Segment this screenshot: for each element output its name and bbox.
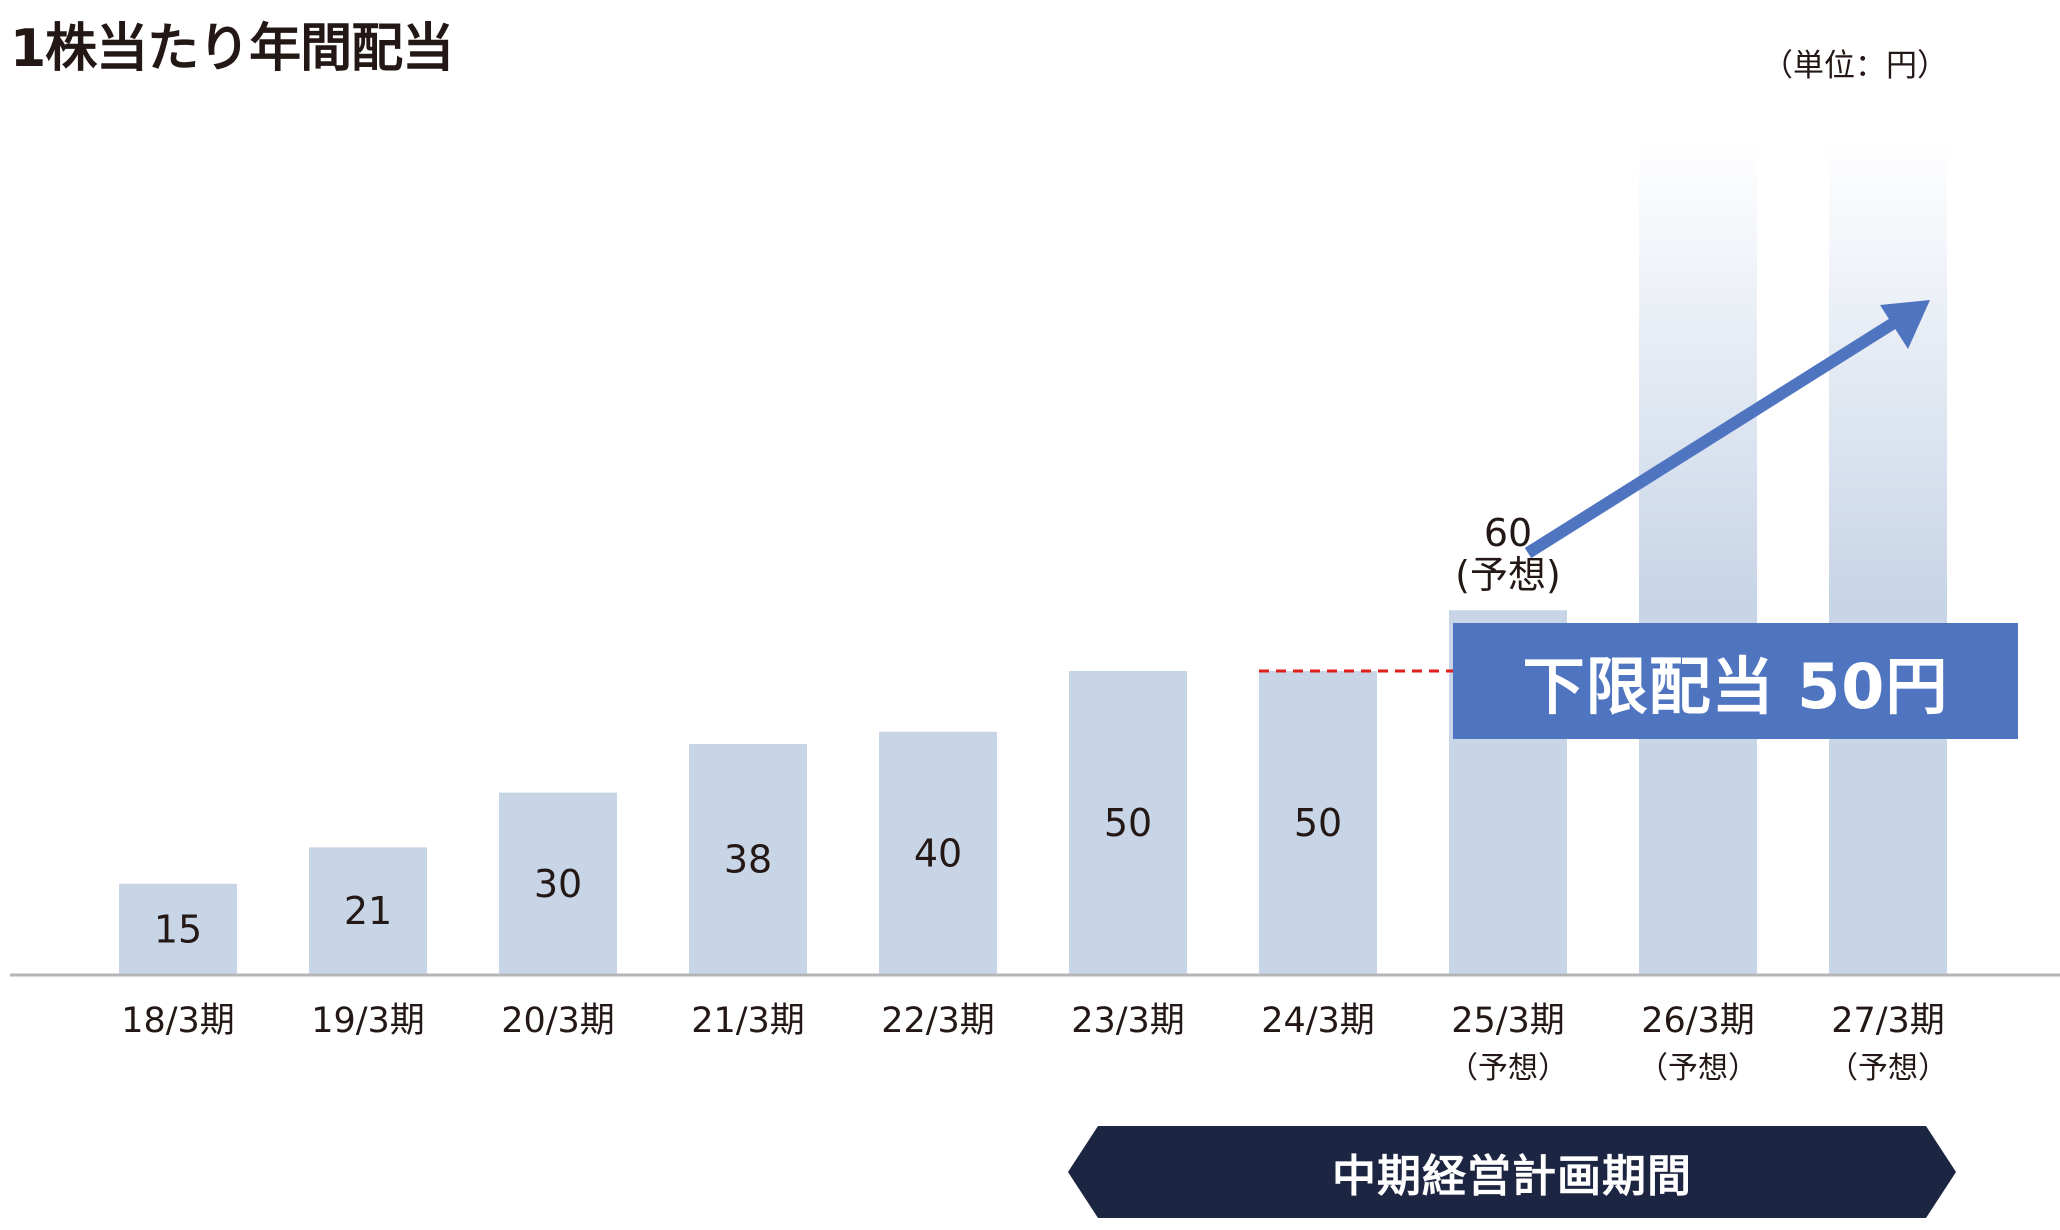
x-tick-label: 21/3期 [691, 1001, 805, 1041]
bar [1259, 671, 1377, 975]
x-tick-label: 20/3期 [501, 1001, 615, 1041]
bar [879, 731, 997, 975]
bar [499, 792, 617, 975]
value-label: 60 [1484, 511, 1532, 555]
value-label: 40 [914, 831, 962, 875]
bar [689, 743, 807, 975]
forecast-note: (予想) [1455, 553, 1561, 597]
x-tick-label: 18/3期 [121, 1001, 235, 1041]
bar [1069, 671, 1187, 975]
value-label: 38 [724, 837, 772, 881]
value-label: 15 [154, 907, 202, 951]
x-tick-note: （予想） [1448, 1051, 1568, 1086]
x-tick-note: （予想） [1638, 1051, 1758, 1086]
plan-period-banner: 中期経営計画期間 [1068, 1126, 1956, 1218]
value-label: 30 [534, 862, 582, 906]
x-tick-label: 23/3期 [1071, 1001, 1185, 1041]
x-tick-label: 26/3期 [1641, 1001, 1755, 1041]
bar-forecast-open [1829, 140, 1947, 975]
growth-arrow [1524, 300, 1930, 559]
x-tick-label: 25/3期 [1451, 1001, 1565, 1041]
lower-dividend-box: 下限配当 50円 [1453, 623, 2018, 739]
arrow-head-icon [1880, 300, 1930, 349]
x-tick-label: 22/3期 [881, 1001, 995, 1041]
chart-title: 1株当たり年間配当 [10, 19, 454, 79]
bar [119, 883, 237, 975]
x-tick-label: 24/3期 [1261, 1001, 1375, 1041]
value-label: 21 [344, 889, 392, 933]
value-label: 50 [1104, 801, 1152, 845]
plan-period-label: 中期経営計画期間 [1332, 1151, 1692, 1202]
x-tick-label: 27/3期 [1831, 1001, 1945, 1041]
x-tick-label: 19/3期 [311, 1001, 425, 1041]
bar-forecast-open [1639, 140, 1757, 975]
lower-dividend-label: 下限配当 50円 [1522, 650, 1949, 723]
value-label: 50 [1294, 801, 1342, 845]
bar [309, 847, 427, 975]
unit-label: （単位：円） [1762, 48, 1948, 84]
x-tick-note: （予想） [1828, 1051, 1948, 1086]
banner-shape [1068, 1126, 1956, 1218]
